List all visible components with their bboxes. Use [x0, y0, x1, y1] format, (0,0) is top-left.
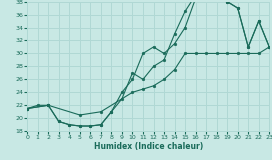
X-axis label: Humidex (Indice chaleur): Humidex (Indice chaleur) — [94, 142, 203, 151]
